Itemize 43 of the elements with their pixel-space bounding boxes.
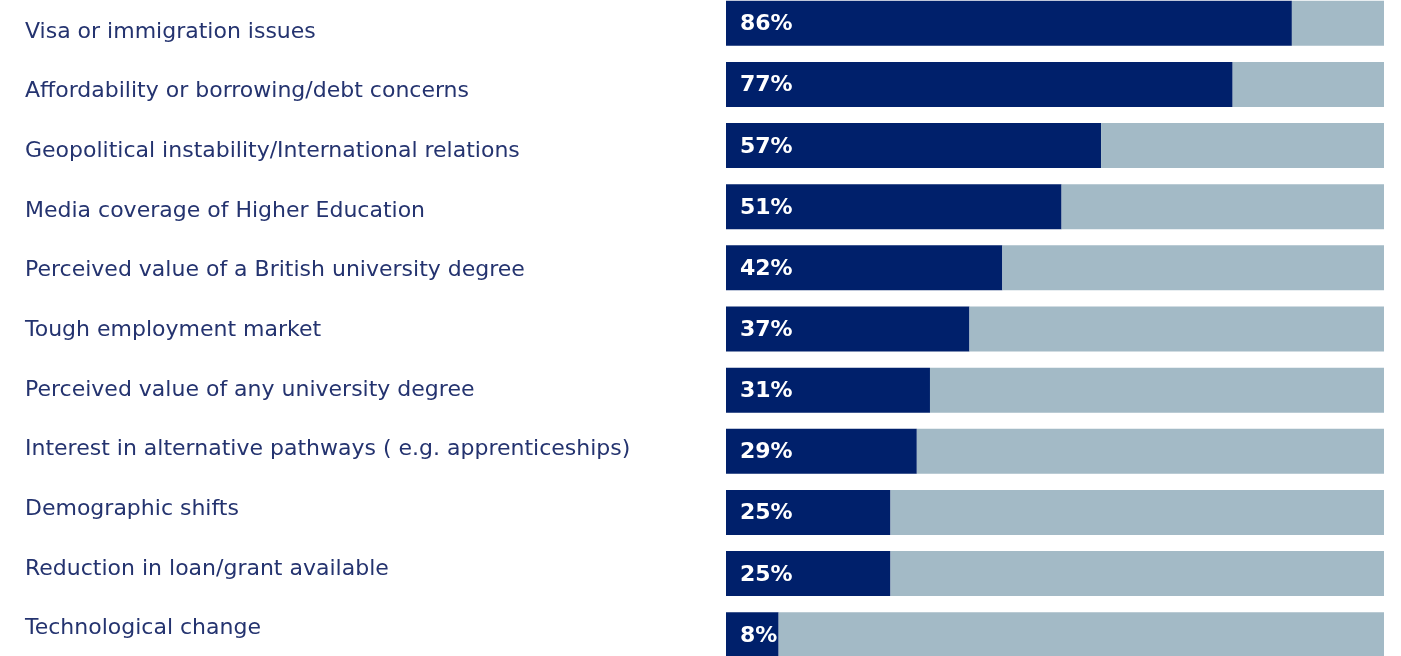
bar (929, 367, 1384, 413)
data-label: 31% (740, 377, 793, 403)
bar (726, 123, 1102, 169)
data-label: 25% (740, 560, 793, 586)
y-tick-label: Perceived value of a British university degree (25, 256, 525, 282)
data-label: 25% (740, 499, 793, 525)
y-tick-label: Technological change (24, 614, 261, 640)
data-label: 77% (740, 71, 793, 97)
bar (1101, 123, 1384, 169)
bar (1291, 0, 1384, 46)
data-label: 8% (740, 621, 778, 647)
bar (726, 489, 891, 535)
y-tick-label: Perceived value of any university degree (25, 375, 475, 401)
data-label: 29% (740, 438, 793, 464)
data-label: 86% (740, 10, 793, 36)
data-label: 42% (740, 254, 793, 280)
data-label: 37% (740, 316, 793, 341)
bar (726, 551, 891, 597)
bar (726, 184, 1062, 230)
y-tick-label: Demographic shifts (25, 494, 239, 520)
bar (969, 306, 1384, 352)
bar (726, 0, 1292, 46)
bar (778, 612, 1384, 656)
y-tick-label: Interest in alternative pathways ( e.g. apprenticeships) (25, 435, 631, 461)
bar (1061, 184, 1384, 230)
data-label: 51% (740, 193, 793, 219)
bar (726, 306, 970, 352)
bar (726, 61, 1233, 107)
bar (1002, 245, 1384, 291)
data-label: 57% (740, 132, 793, 158)
y-tick-label: Visa or immigration issues (25, 17, 316, 43)
bar (890, 489, 1384, 535)
y-tick-label: Tough employment market (24, 316, 322, 341)
y-tick-label: Affordability or borrowing/debt concerns (25, 77, 470, 103)
y-tick-label: Reduction in loan/grant available (25, 554, 389, 580)
bar (890, 551, 1384, 597)
y-tick-label: Media coverage of Higher Education (25, 196, 426, 222)
y-tick-label: Geopolitical instability/International relations (25, 137, 520, 163)
bar (726, 367, 930, 413)
bar (726, 245, 1003, 291)
bar (726, 428, 917, 474)
bar (1232, 61, 1384, 107)
bar (916, 428, 1384, 474)
